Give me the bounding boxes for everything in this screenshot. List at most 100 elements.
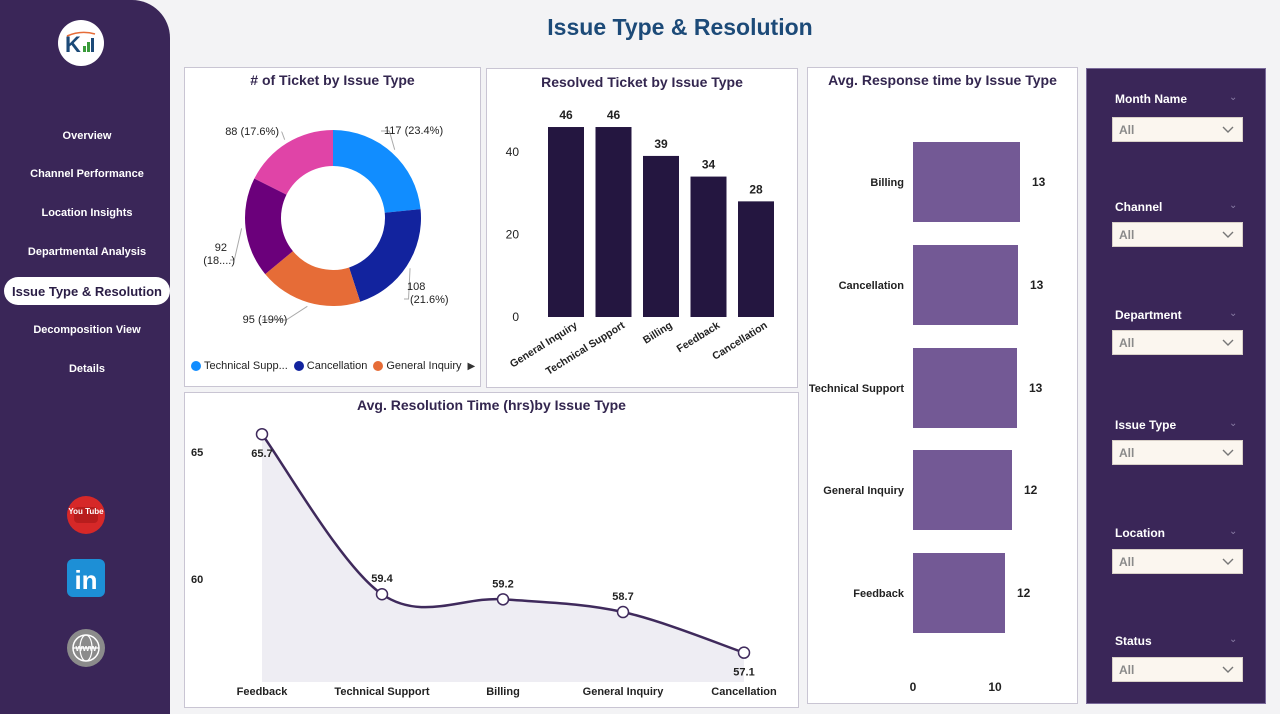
legend-label: Cancellation (306, 360, 368, 372)
globe-icon[interactable]: www (66, 628, 106, 668)
x-tick-label: Technical Support (334, 686, 429, 698)
linkedin-icon[interactable]: in (66, 558, 106, 598)
bar-feedback[interactable] (690, 176, 727, 317)
filter-label-status: Status (1115, 634, 1152, 648)
x-tick-label: Cancellation (711, 686, 777, 698)
filter-select-issue-type[interactable]: All (1112, 440, 1243, 465)
donut-data-label: 95 (19%) (243, 314, 288, 326)
filter-select-channel[interactable]: All (1112, 222, 1243, 247)
filter-value: All (1119, 335, 1135, 350)
bar-billing[interactable] (643, 155, 679, 317)
filter-select-department[interactable]: All (1112, 330, 1243, 355)
filter-label-location: Location (1115, 526, 1165, 540)
resolution-area-chart: 60 65 65.7 Feedback 59.4 Technical Support 59.… (191, 427, 777, 698)
filter-select-status[interactable]: All (1112, 657, 1243, 682)
filter-expand-icon[interactable]: ⌄ (1229, 418, 1238, 429)
youtube-icon[interactable]: You Tube (66, 495, 106, 535)
legend-item-technical-support[interactable]: Technical Supp... (191, 360, 288, 372)
chevron-down-icon (1222, 555, 1234, 569)
x-tick-label: 0 (910, 680, 917, 694)
y-tick-label: 20 (506, 227, 520, 241)
response-bar-chart: 13 Billing 13 Cancellation 13 Technical Suppo… (809, 142, 1046, 694)
hbar-feedback[interactable] (913, 553, 1005, 633)
filter-value: All (1119, 554, 1135, 569)
hbar-cancellation[interactable] (913, 245, 1018, 325)
y-tick-label: 60 (191, 574, 203, 586)
donut-slice-general-inquiry[interactable] (265, 251, 361, 306)
bar-data-label: 28 (749, 182, 763, 196)
y-category-label: General Inquiry (823, 485, 905, 497)
filter-label-issue-type: Issue Type (1115, 418, 1177, 432)
donut-legend: Technical Supp... Cancellation General I… (191, 360, 475, 372)
sidebar: K Overview Channel Performance Location In… (0, 0, 170, 714)
line-point-feedback[interactable] (255, 427, 269, 441)
logo-icon: K (65, 31, 96, 57)
legend-item-general-inquiry[interactable]: General Inquiry (373, 360, 462, 372)
legend-next-arrow-icon[interactable]: ▶ (467, 360, 476, 372)
filter-value: All (1119, 227, 1135, 242)
donut-leader-line (404, 268, 411, 300)
y-category-label: Cancellation (839, 280, 905, 292)
legend-item-cancellation[interactable]: Cancellation (293, 360, 368, 372)
page-title: Issue Type & Resolution (547, 14, 813, 40)
bar-data-label: 46 (559, 108, 573, 122)
y-category-label: Feedback (853, 588, 905, 600)
donut-leader-line (230, 228, 243, 261)
hbar-data-label: 13 (1030, 278, 1044, 292)
nav-item-departmental-analysis[interactable]: Departmental Analysis (27, 246, 147, 258)
line-data-label: 59.4 (371, 573, 393, 585)
line-point-technical-support[interactable] (375, 587, 389, 601)
donut-slice-cancellation[interactable] (349, 209, 421, 302)
donut-data-label: 108 (21.6%) (407, 281, 449, 306)
x-tick-label: General Inquiry (583, 686, 665, 698)
y-tick-label: 0 (512, 310, 519, 324)
filter-expand-icon[interactable]: ⌄ (1229, 308, 1238, 319)
x-tick-label: Billing (486, 686, 520, 698)
filter-select-month-name[interactable]: All (1112, 117, 1243, 142)
chevron-down-icon (1222, 446, 1234, 460)
line-data-label: 65.7 (251, 448, 272, 460)
donut-slice-feedback[interactable] (245, 178, 293, 275)
filter-expand-icon[interactable]: ⌄ (1229, 634, 1238, 645)
line-point-billing[interactable] (496, 593, 510, 606)
donut-slice-billing[interactable] (254, 130, 333, 195)
nav-item-details[interactable]: Details (68, 363, 106, 375)
chevron-down-icon (1222, 663, 1234, 677)
line-data-label: 59.2 (492, 578, 513, 590)
line-data-label: 58.7 (612, 591, 633, 603)
legend-label: Technical Supp... (204, 360, 288, 372)
bar-general-inquiry[interactable] (548, 127, 584, 317)
filter-label-channel: Channel (1115, 200, 1163, 214)
bar-technical-support[interactable] (595, 127, 632, 317)
filter-expand-icon[interactable]: ⌄ (1229, 92, 1238, 103)
filter-select-location[interactable]: All (1112, 549, 1243, 574)
hbar-general-inquiry[interactable] (913, 450, 1012, 530)
donut-data-label: 117 (23.4%) (384, 125, 443, 137)
hbar-data-label: 13 (1029, 381, 1043, 395)
nav-item-location-insights[interactable]: Location Insights (41, 207, 133, 219)
donut-data-label: 88 (17.6%) (225, 126, 279, 138)
nav-item-overview[interactable]: Overview (62, 130, 112, 142)
filter-expand-icon[interactable]: ⌄ (1229, 526, 1238, 537)
line-point-general-inquiry[interactable] (616, 605, 630, 619)
chevron-down-icon (1222, 336, 1234, 350)
donut-slice-technical-support[interactable] (333, 130, 421, 213)
bar-data-label: 39 (654, 137, 668, 151)
x-tick-label: 10 (988, 680, 1002, 694)
filter-value: All (1119, 445, 1135, 460)
hbar-billing[interactable] (913, 142, 1020, 222)
hbar-technical-support[interactable] (913, 348, 1017, 428)
filter-value: All (1119, 122, 1135, 137)
resolution-title: Avg. Resolution Time (hrs)by Issue Type (357, 397, 626, 413)
filter-panel: Month Name ⌄ All Channel ⌄ All Department ⌄ All I… (1086, 68, 1266, 704)
line-point-cancellation[interactable] (737, 646, 751, 659)
chevron-down-icon (1222, 228, 1234, 242)
nav-item-decomposition-view[interactable]: Decomposition View (33, 324, 141, 336)
nav-item-channel-performance[interactable]: Channel Performance (30, 168, 144, 180)
x-tick-label: Technical Support (544, 319, 628, 378)
bar-cancellation[interactable] (738, 201, 774, 317)
line-data-label: 57.1 (733, 667, 754, 679)
nav-item-issue-type-resolution[interactable]: Issue Type & Resolution (4, 277, 170, 305)
filter-expand-icon[interactable]: ⌄ (1229, 200, 1238, 211)
donut-leader-line (281, 131, 286, 140)
